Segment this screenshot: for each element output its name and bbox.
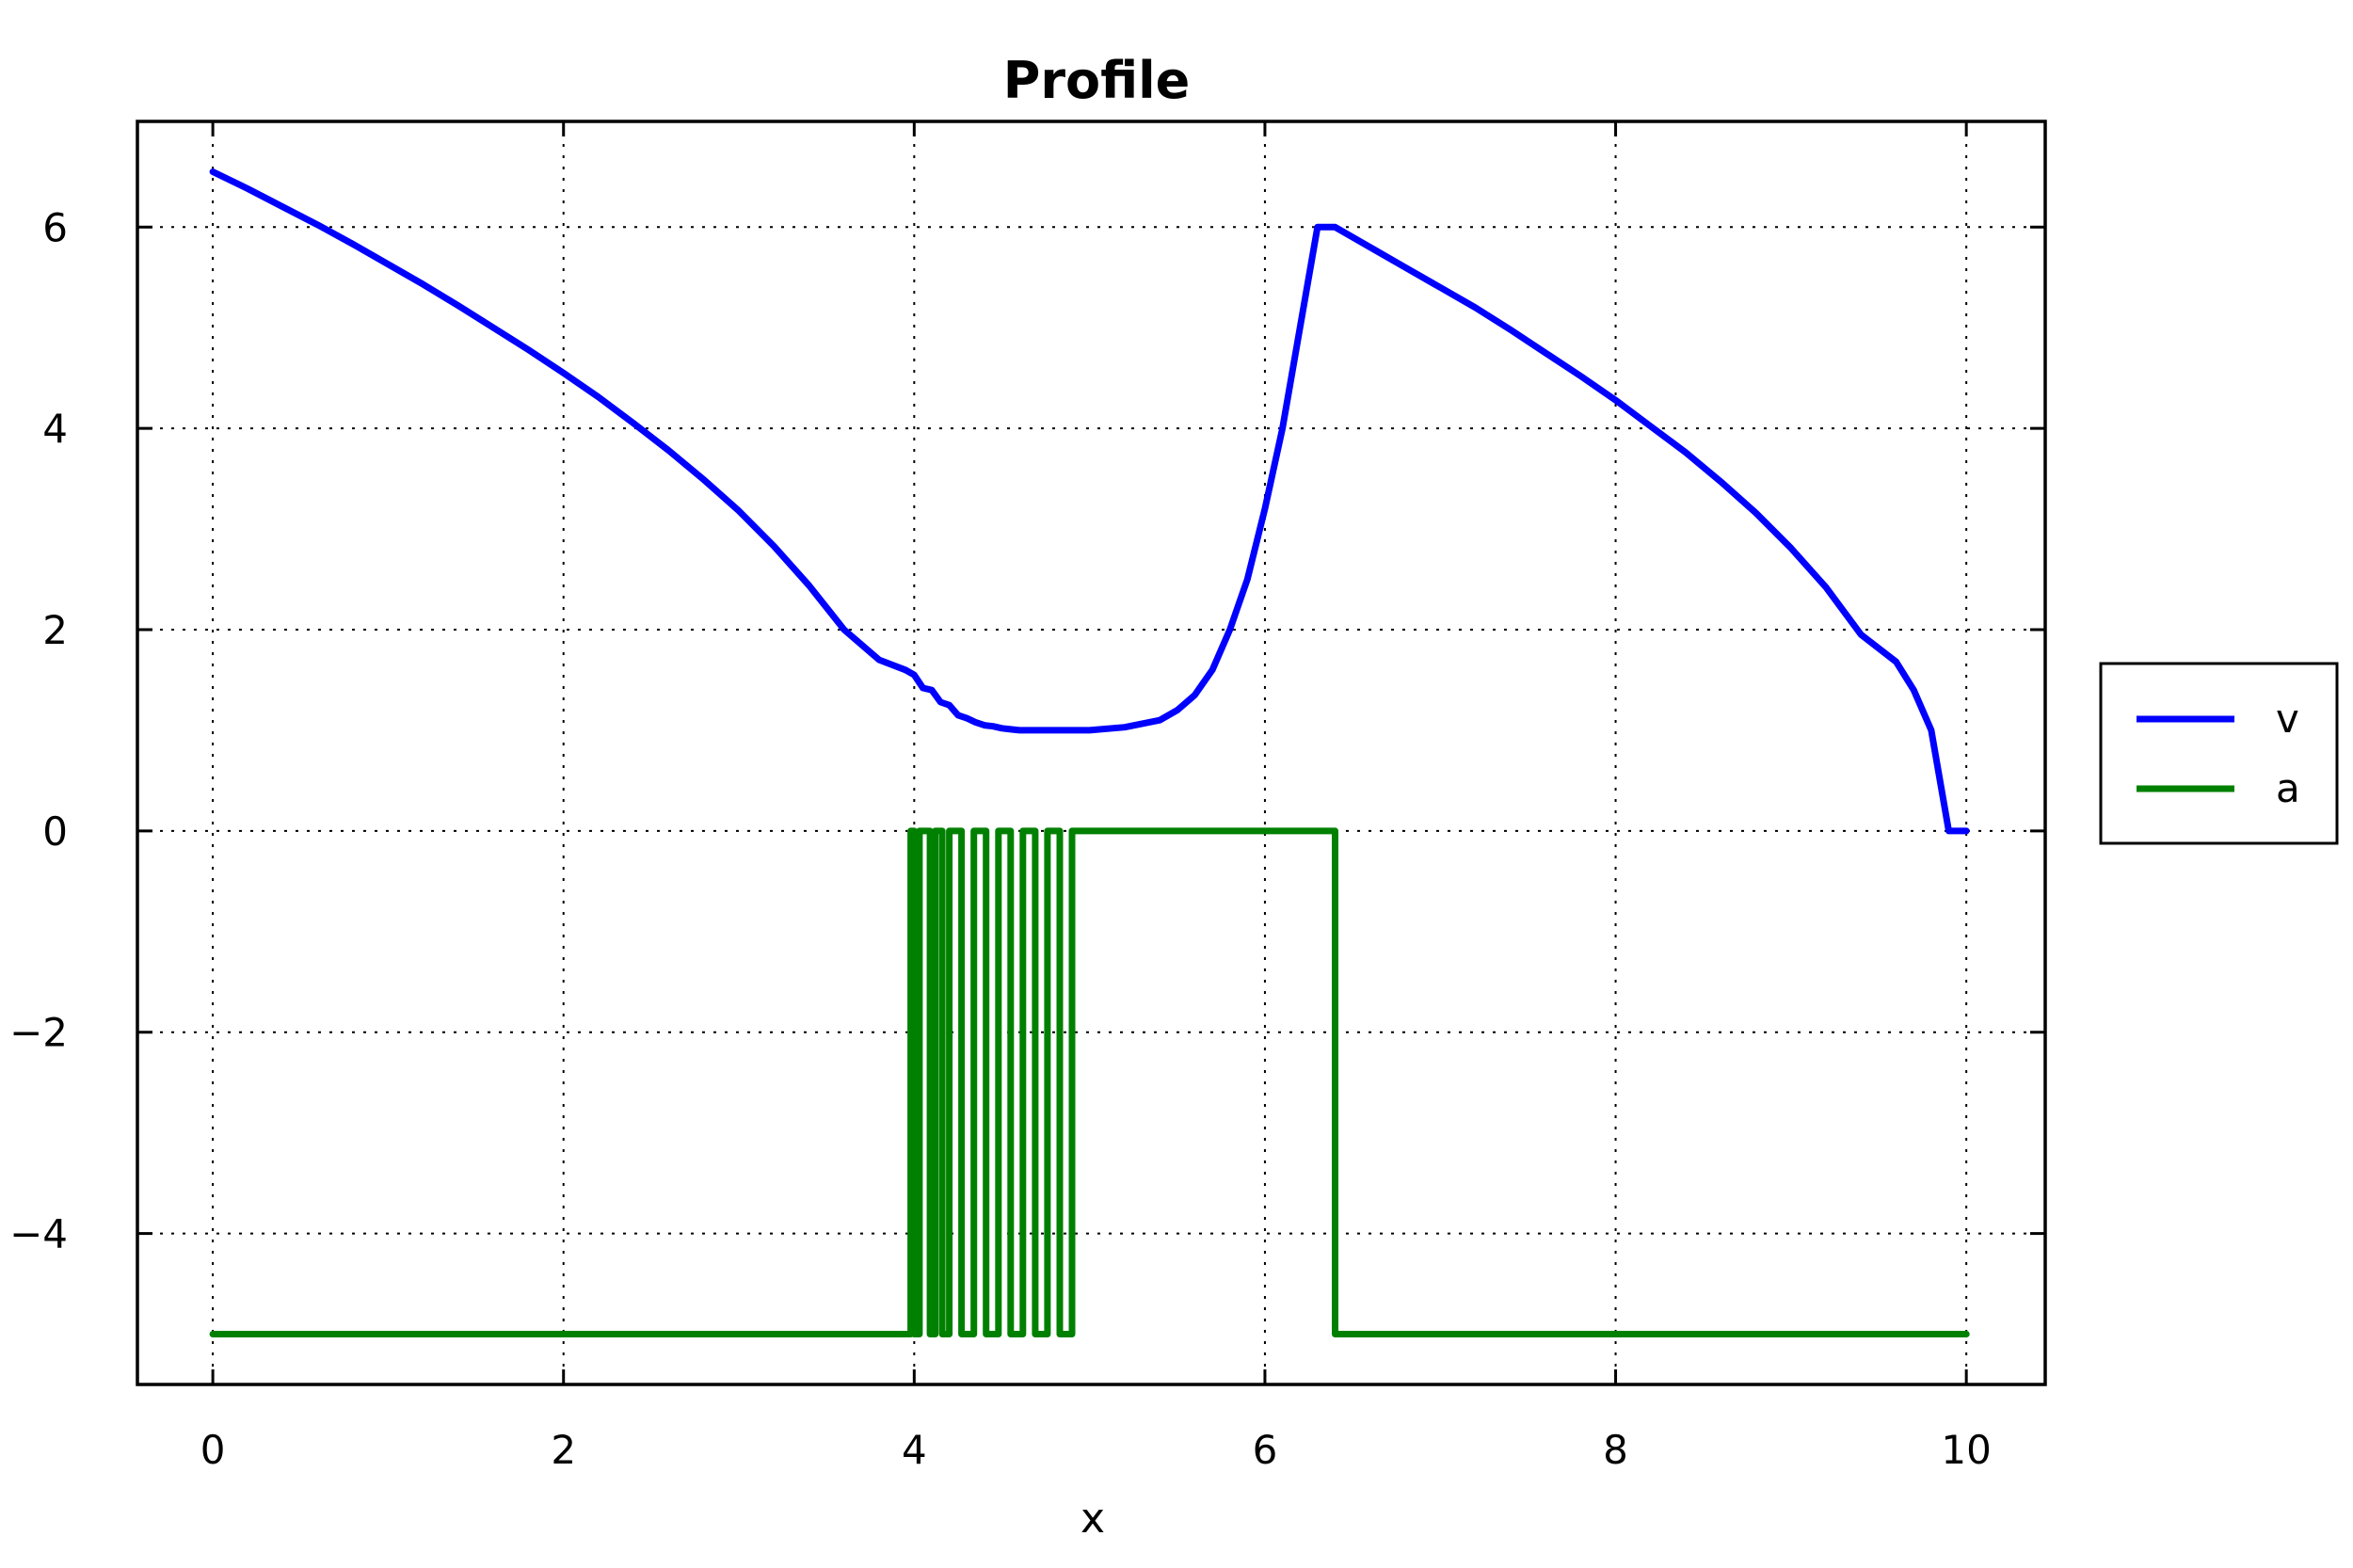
legend-label-a: a: [2276, 765, 2300, 811]
legend-label-v: v: [2276, 696, 2299, 742]
x-tick-label: 10: [1941, 1427, 1991, 1473]
x-tick-label: 0: [200, 1427, 226, 1473]
chart-title: Profile: [1003, 51, 1190, 110]
plot-frame: [136, 120, 2047, 1386]
x-tick-labels: 0 2 4 6 8 10: [200, 1427, 1992, 1473]
plot-series: [209, 168, 1970, 1337]
x-tick-label: 6: [1253, 1427, 1278, 1473]
y-tick-label: 2: [42, 607, 68, 653]
x-tick-label: 2: [551, 1427, 576, 1473]
legend: v a: [2099, 662, 2339, 845]
y-tick-label: 6: [42, 204, 68, 250]
y-tick-label: −4: [9, 1211, 68, 1257]
series-v-line: [209, 168, 1970, 835]
series-a-line: [209, 827, 1970, 1337]
x-tick-label: 4: [902, 1427, 927, 1473]
axis-ticks: [137, 121, 2045, 1384]
grid-lines: [137, 121, 2045, 1384]
x-tick-label: 8: [1603, 1427, 1628, 1473]
legend-box: [2099, 662, 2339, 845]
y-tick-label: 0: [42, 808, 68, 855]
y-tick-label: 4: [42, 406, 68, 452]
x-axis-title: x: [1080, 1495, 1105, 1543]
y-tick-labels: −4 −2 0 2 4 6: [9, 204, 68, 1256]
y-tick-label: −2: [9, 1010, 68, 1056]
